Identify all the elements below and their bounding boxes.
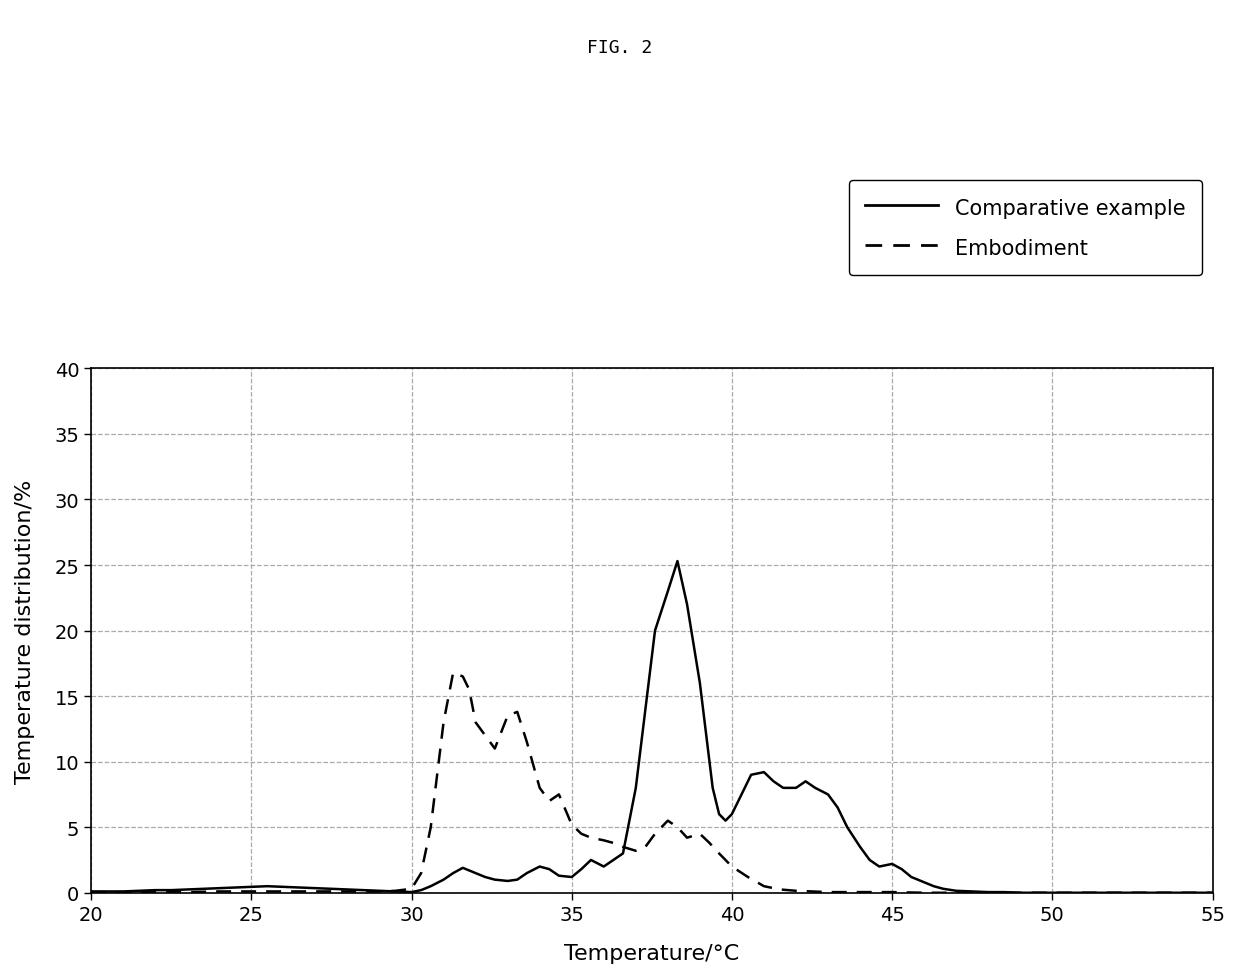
Comparative example xyxy=(894,864,909,875)
Embodiment xyxy=(916,887,931,899)
Embodiment xyxy=(670,822,684,833)
Embodiment xyxy=(629,845,644,857)
Comparative example xyxy=(1205,887,1220,899)
Embodiment xyxy=(83,886,98,898)
Line: Embodiment: Embodiment xyxy=(91,673,1213,893)
Embodiment xyxy=(510,706,525,718)
Comparative example xyxy=(853,841,868,853)
Comparative example xyxy=(1013,887,1028,899)
Text: FIG. 2: FIG. 2 xyxy=(588,39,652,57)
Embodiment xyxy=(1205,887,1220,899)
X-axis label: Temperature/°C: Temperature/°C xyxy=(564,943,739,963)
Comparative example xyxy=(99,886,114,898)
Legend: Comparative example, Embodiment: Comparative example, Embodiment xyxy=(848,180,1202,276)
Embodiment xyxy=(445,667,460,679)
Comparative example xyxy=(629,782,644,794)
Embodiment xyxy=(414,867,429,879)
Line: Comparative example: Comparative example xyxy=(91,561,1213,893)
Embodiment xyxy=(436,717,451,729)
Comparative example xyxy=(83,886,98,898)
Embodiment xyxy=(949,887,963,899)
Comparative example xyxy=(584,854,599,866)
Y-axis label: Temperature distribution/%: Temperature distribution/% xyxy=(15,479,35,782)
Comparative example xyxy=(670,556,684,567)
Comparative example xyxy=(164,884,179,896)
